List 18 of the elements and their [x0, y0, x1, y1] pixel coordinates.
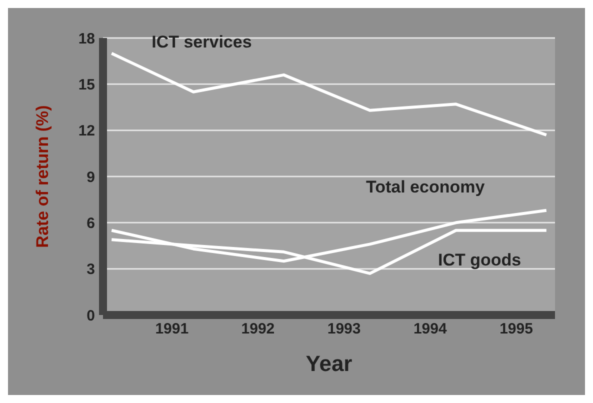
y-tick-label: 12: [78, 122, 95, 140]
x-tick-label: 1991: [155, 320, 189, 338]
y-tick-label: 3: [86, 261, 95, 278]
y-axis-title: Rate of return (%): [33, 105, 52, 248]
series-label: ICT services: [152, 32, 252, 52]
y-tick-label: 0: [86, 307, 95, 324]
x-tick-label: 1993: [327, 320, 361, 338]
series-label: Total economy: [366, 178, 486, 197]
x-tick-label: 1995: [500, 320, 533, 338]
series-label: ICT goods: [438, 250, 522, 270]
y-tick-label: 15: [78, 76, 95, 94]
x-tick-label: 1992: [241, 320, 275, 338]
x-tick-label: 1994: [413, 320, 448, 338]
line-series: [110, 52, 548, 136]
y-tick-label: 18: [78, 30, 95, 48]
y-tick-label: 9: [86, 168, 95, 186]
y-tick-label: 6: [86, 214, 95, 232]
x-axis-title: Year: [306, 351, 353, 376]
